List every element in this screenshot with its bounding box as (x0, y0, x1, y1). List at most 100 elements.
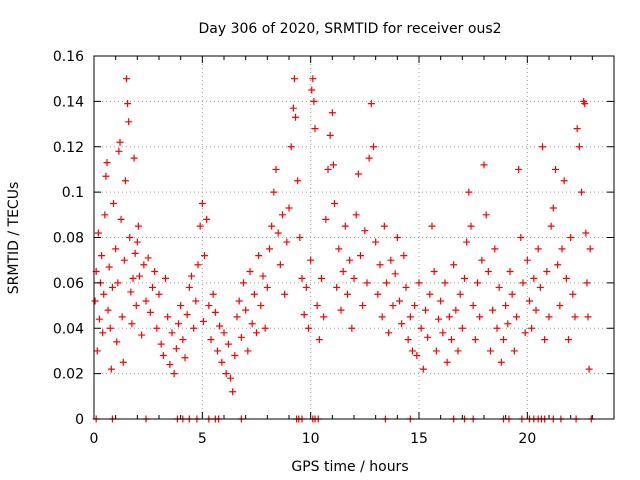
data-point (513, 313, 520, 321)
data-point (237, 333, 245, 341)
data-point (283, 238, 291, 246)
data-point (218, 358, 226, 366)
data-point (310, 97, 318, 105)
data-point (220, 329, 228, 337)
data-point (294, 177, 302, 185)
data-point (441, 279, 449, 287)
data-point (515, 165, 523, 173)
data-point (170, 370, 178, 378)
data-point (549, 204, 557, 212)
data-point (131, 249, 139, 257)
data-point (337, 306, 345, 314)
data-point (183, 311, 191, 319)
data-point (474, 279, 481, 287)
data-point (155, 290, 163, 298)
data-point (289, 104, 297, 112)
data-point (500, 336, 507, 344)
data-point (324, 165, 332, 173)
data-point (140, 261, 148, 269)
data-point (478, 256, 486, 264)
data-point (567, 234, 575, 241)
data-point (164, 313, 172, 321)
data-point (311, 125, 319, 133)
data-point (469, 302, 477, 310)
data-point (159, 351, 167, 359)
data-point (526, 297, 533, 305)
data-point (268, 222, 276, 230)
data-point (253, 329, 260, 337)
data-point (439, 329, 447, 337)
data-point (224, 340, 232, 348)
data-point (99, 329, 107, 337)
data-point (112, 245, 120, 253)
data-point (172, 345, 180, 353)
data-point (391, 270, 399, 278)
data-point (315, 336, 323, 344)
data-point (361, 227, 369, 235)
x-tick-label: 0 (90, 431, 99, 447)
data-point (246, 268, 254, 276)
data-point (359, 302, 367, 310)
data-point (194, 261, 202, 269)
data-point (435, 315, 442, 323)
x-axis-label: GPS time / hours (291, 459, 408, 475)
data-point (118, 313, 126, 321)
data-point (308, 86, 316, 94)
data-point (339, 268, 347, 276)
data-point (443, 358, 451, 366)
data-point (305, 324, 312, 332)
data-point (393, 234, 401, 241)
data-point (583, 279, 591, 287)
data-point (104, 306, 112, 314)
data-point (272, 165, 280, 173)
y-tick-label: 0.02 (53, 367, 84, 383)
data-point (149, 283, 156, 291)
data-point (91, 297, 99, 305)
data-point (279, 211, 286, 219)
axis-ticks (93, 55, 614, 420)
data-point (233, 313, 241, 321)
data-point (95, 315, 103, 323)
data-point (166, 361, 174, 369)
data-point (177, 302, 185, 310)
data-point (519, 279, 527, 287)
data-point (124, 100, 132, 108)
data-point (185, 283, 193, 291)
data-point (276, 261, 284, 269)
data-point (426, 290, 434, 298)
data-point (463, 238, 471, 246)
data-point (450, 261, 458, 269)
data-point (107, 365, 115, 373)
data-point (320, 313, 328, 321)
data-point (413, 351, 421, 359)
data-point (318, 274, 325, 282)
data-point (430, 268, 438, 276)
data-point (201, 252, 208, 260)
data-point (244, 347, 252, 355)
data-point (541, 336, 549, 344)
data-point (261, 324, 269, 332)
data-point (151, 268, 159, 276)
data-point (259, 272, 267, 280)
data-point (437, 297, 445, 305)
data-point (448, 336, 455, 344)
data-point (532, 306, 540, 314)
data-point (326, 131, 334, 139)
data-point (229, 388, 237, 396)
data-point (179, 336, 187, 344)
data-point (307, 256, 315, 264)
data-point (510, 347, 518, 355)
data-point (547, 222, 555, 230)
data-point (404, 336, 412, 344)
data-point (207, 336, 215, 344)
data-point (309, 75, 317, 83)
data-point (274, 229, 282, 237)
data-point (157, 340, 165, 348)
data-point (406, 313, 414, 321)
data-point (454, 347, 462, 355)
data-point (290, 75, 298, 83)
data-point (389, 302, 397, 310)
data-point (146, 308, 154, 316)
data-point (136, 272, 143, 280)
data-point (113, 338, 121, 346)
